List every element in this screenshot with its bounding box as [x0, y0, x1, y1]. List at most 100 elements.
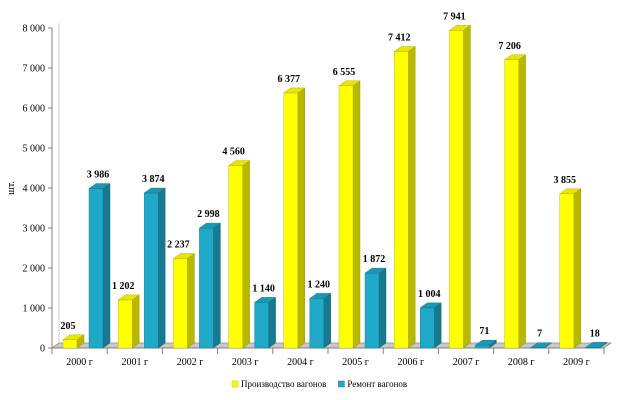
data-label: 6 555	[333, 67, 356, 78]
bar-front	[228, 165, 243, 349]
data-label: 7 412	[388, 33, 411, 44]
bar-top	[117, 294, 140, 301]
bar-production-4	[283, 87, 306, 349]
data-label: 3 874	[142, 174, 165, 185]
bar-top	[529, 342, 553, 348]
data-label: 2 998	[197, 209, 220, 220]
bar-front	[173, 258, 188, 349]
bar-side	[102, 183, 111, 349]
bar-top	[474, 339, 498, 346]
bar-repair-0	[88, 183, 111, 349]
bar-top	[338, 80, 361, 87]
bar-side	[573, 188, 581, 349]
y-tick-label: 1 000	[23, 304, 46, 315]
data-label: 1 240	[308, 279, 331, 290]
bar-front	[283, 92, 298, 349]
bar-side	[408, 46, 416, 349]
bar-side	[378, 267, 387, 349]
bar-repair-4	[309, 293, 332, 349]
data-label: 1 872	[363, 254, 386, 265]
bar-repair-1	[143, 187, 166, 349]
data-label: 2 237	[167, 240, 190, 251]
bar-repair-3	[253, 297, 277, 349]
data-label: 6 377	[278, 74, 301, 85]
x-tick-label: 2009 г	[563, 357, 590, 368]
bar-front	[475, 344, 490, 349]
bar-production-1	[117, 294, 140, 349]
bar-side	[187, 253, 195, 349]
y-tick-label: 5 000	[23, 144, 46, 155]
bar-side	[352, 80, 361, 349]
bar-top	[143, 187, 166, 194]
bar-top	[585, 342, 608, 348]
bar-front	[309, 298, 324, 349]
x-tick-label: 2006 г	[397, 357, 424, 368]
legend-item-production: Производство вагонов	[231, 379, 326, 389]
bar-front	[394, 51, 409, 349]
bar-production-6	[393, 46, 416, 349]
bar-front	[449, 30, 464, 349]
data-labels: 205 3 986 1 202 3 874 2 237 2 998 4 560 1 140 6 …	[61, 11, 600, 339]
legend-swatch	[231, 380, 239, 388]
bar-side	[297, 87, 305, 349]
bar-front	[117, 299, 133, 349]
bar-side	[323, 293, 331, 349]
bar-production-8	[503, 54, 527, 349]
data-label: 4 560	[222, 147, 245, 158]
bar-top	[172, 253, 196, 259]
data-label: 7 941	[443, 11, 466, 22]
legend: Производство вагонов Ремонт вагонов	[231, 379, 407, 389]
bar-production-7	[448, 24, 472, 349]
data-label: 7	[537, 329, 542, 340]
x-tick-label: 2000 г	[66, 357, 93, 368]
bar-production-2	[172, 253, 196, 349]
bar-front	[504, 59, 519, 349]
bar-front	[199, 227, 214, 349]
bar-top	[309, 293, 332, 299]
y-tick-label: 4 000	[23, 184, 46, 195]
y-tick-label: 8 000	[23, 24, 46, 35]
bar-production-9	[559, 188, 582, 349]
bar-top	[419, 302, 442, 309]
bar-side	[434, 302, 442, 349]
bar-top	[448, 25, 472, 31]
bar-repair-9	[585, 341, 608, 349]
y-tick-label: 3 000	[23, 224, 46, 235]
bar-front	[364, 272, 380, 349]
bars	[62, 24, 608, 349]
bar-repair-5	[364, 267, 387, 349]
bar-front	[338, 85, 354, 349]
x-tick-label: 2008 г	[508, 357, 535, 368]
bar-top	[393, 46, 416, 52]
x-tick-label: 2002 г	[177, 357, 204, 368]
data-label: 1 202	[112, 281, 135, 292]
y-tick-label: 7 000	[23, 64, 46, 75]
bar-side	[242, 160, 250, 349]
data-label: 3 855	[554, 175, 577, 186]
x-tick-label: 2003 г	[232, 357, 259, 368]
bar-side	[463, 24, 471, 349]
legend-label: Производство вагонов	[241, 379, 326, 389]
x-tick-label: 2004 г	[287, 357, 314, 368]
y-axis-label: шт.	[6, 181, 17, 195]
bar-side	[268, 297, 276, 349]
bar-front	[559, 193, 574, 349]
data-label: 18	[590, 328, 600, 339]
bar-production-0	[62, 334, 85, 349]
legend-item-repair: Ремонт вагонов	[338, 379, 407, 389]
bar-side	[131, 294, 140, 349]
bar-production-5	[338, 80, 361, 349]
y-tick-label: 6 000	[23, 104, 46, 115]
y-tick-label: 0	[40, 344, 45, 355]
bar-repair-8	[529, 342, 553, 349]
data-label: 3 986	[87, 170, 110, 181]
bar-side	[518, 54, 526, 349]
data-label: 1 004	[418, 289, 441, 300]
bar-top	[364, 267, 387, 274]
data-label: 1 140	[252, 283, 275, 294]
bar-top	[253, 297, 277, 303]
bar-side	[213, 222, 221, 349]
bar-front	[88, 188, 104, 349]
legend-label: Ремонт вагонов	[347, 379, 407, 389]
